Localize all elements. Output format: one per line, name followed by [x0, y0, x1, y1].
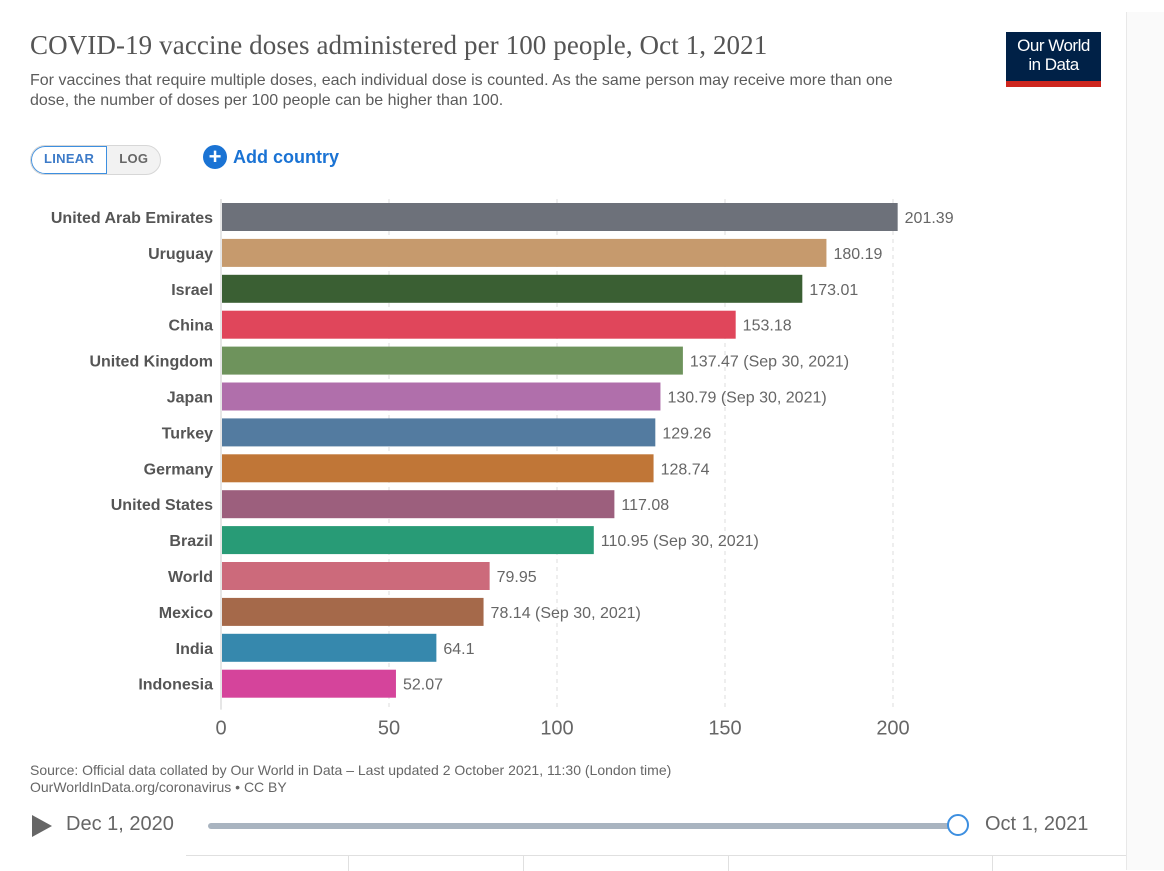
value-label: 201.39 [905, 210, 954, 227]
x-tick-label: 50 [378, 718, 400, 740]
bar-chart: 0 50 100 150 200 United Arab Emirates 201.39 Ur… [51, 199, 954, 740]
timeline-end-label[interactable]: Oct 1, 2021 [985, 813, 1089, 835]
bar[interactable] [222, 203, 898, 231]
category-label: Japan [167, 390, 213, 407]
category-label: India [176, 641, 213, 658]
category-label: United States [111, 497, 213, 514]
bar[interactable] [222, 669, 396, 698]
category-label: Turkey [162, 425, 213, 442]
timeline-handle[interactable] [947, 814, 969, 836]
category-label: China [169, 318, 214, 335]
category-label: United Kingdom [89, 354, 213, 371]
category-label: Indonesia [138, 677, 213, 694]
bar[interactable] [222, 454, 654, 483]
value-label: 110.95 (Sep 30, 2021) [601, 533, 759, 550]
logo-line-2: in Data [1028, 55, 1079, 74]
category-label: Germany [144, 461, 213, 478]
source-link[interactable]: OurWorldInData.org/coronavirus • CC BY [30, 779, 287, 795]
owid-logo[interactable]: Our World in Data [1006, 32, 1101, 87]
plus-circle-icon: + [203, 145, 227, 169]
log-scale-button[interactable]: LOG [119, 151, 149, 166]
scale-toggle: LINEAR LOG [30, 145, 162, 175]
category-label: United Arab Emirates [51, 210, 213, 227]
value-label: 137.47 (Sep 30, 2021) [690, 354, 849, 371]
value-label: 130.79 (Sep 30, 2021) [667, 390, 826, 407]
timeline-track[interactable] [208, 823, 960, 829]
bar[interactable] [222, 382, 661, 411]
tab-strip [186, 855, 1126, 871]
x-tick-label: 200 [876, 718, 909, 740]
category-label: Brazil [169, 533, 213, 550]
source-text: Source: Official data collated by Our Wo… [30, 762, 672, 778]
value-label: 173.01 [809, 282, 858, 299]
bar[interactable] [222, 597, 484, 626]
x-tick-label: 100 [540, 718, 573, 740]
tab-divider [523, 856, 524, 871]
bar[interactable] [222, 526, 594, 555]
value-label: 52.07 [403, 677, 443, 694]
x-tick-label: 0 [215, 718, 226, 740]
play-icon[interactable] [32, 815, 52, 837]
bar[interactable] [222, 274, 803, 303]
value-label: 117.08 [621, 497, 669, 514]
add-country-label: Add country [233, 146, 339, 167]
bar[interactable] [222, 418, 656, 447]
logo-red-bar [1006, 81, 1101, 87]
category-label: Uruguay [148, 246, 213, 263]
tab-divider [728, 856, 729, 871]
chart-subtitle: For vaccines that require multiple doses… [30, 72, 893, 109]
add-country-button[interactable]: + Add country [203, 145, 339, 169]
bar[interactable] [222, 346, 683, 375]
category-label: Mexico [159, 605, 213, 622]
page-gutter [1126, 12, 1164, 870]
value-label: 128.74 [661, 461, 710, 478]
value-label: 79.95 [497, 569, 537, 586]
bar[interactable] [222, 490, 615, 519]
timeline: Dec 1, 2020 Oct 1, 2021 [0, 808, 1120, 848]
value-label: 64.1 [443, 641, 474, 658]
timeline-start-label[interactable]: Dec 1, 2020 [66, 813, 174, 835]
x-tick-label: 150 [708, 718, 741, 740]
bar[interactable] [222, 310, 736, 339]
value-label: 153.18 [743, 318, 792, 335]
value-label: 78.14 (Sep 30, 2021) [491, 605, 641, 622]
logo-line-1: Our World [1017, 36, 1090, 55]
linear-scale-button[interactable]: LINEAR [31, 146, 108, 174]
bar[interactable] [222, 633, 437, 662]
bar[interactable] [222, 562, 490, 590]
chart-source: Source: Official data collated by Our Wo… [30, 762, 671, 796]
tab-divider [348, 856, 349, 871]
bar[interactable] [222, 238, 827, 267]
tab-divider [992, 856, 993, 871]
category-label: Israel [171, 282, 213, 299]
value-label: 180.19 [833, 246, 882, 263]
value-label: 129.26 [662, 425, 711, 442]
chart-title: COVID-19 vaccine doses administered per … [30, 30, 768, 60]
category-label: World [168, 569, 213, 586]
